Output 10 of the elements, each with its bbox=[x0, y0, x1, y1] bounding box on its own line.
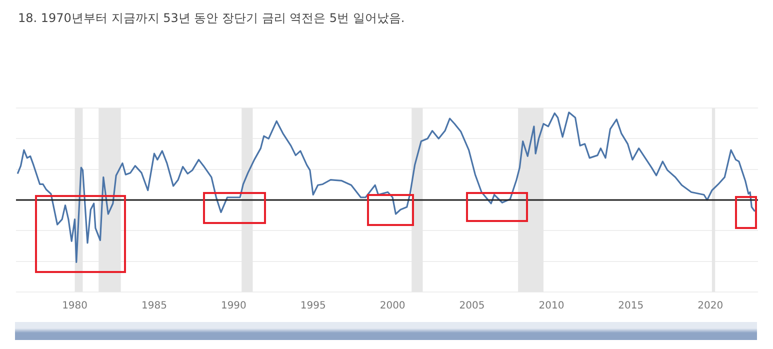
x-tick-label: 2000 bbox=[380, 300, 406, 312]
x-tick-label: 2005 bbox=[459, 300, 485, 312]
x-tick-label: 1980 bbox=[62, 300, 88, 312]
chart-title: 18. 1970년부터 지금까지 53년 동안 장단기 금리 역전은 5번 일어났음. bbox=[18, 10, 405, 27]
x-tick-label: 1995 bbox=[300, 300, 326, 312]
x-tick-label: 1985 bbox=[142, 300, 167, 312]
x-tick-label: 2020 bbox=[698, 300, 724, 312]
x-tick-label: 2010 bbox=[538, 300, 564, 312]
x-tick-label: 2015 bbox=[618, 300, 644, 312]
x-tick-label: 1990 bbox=[220, 300, 246, 312]
